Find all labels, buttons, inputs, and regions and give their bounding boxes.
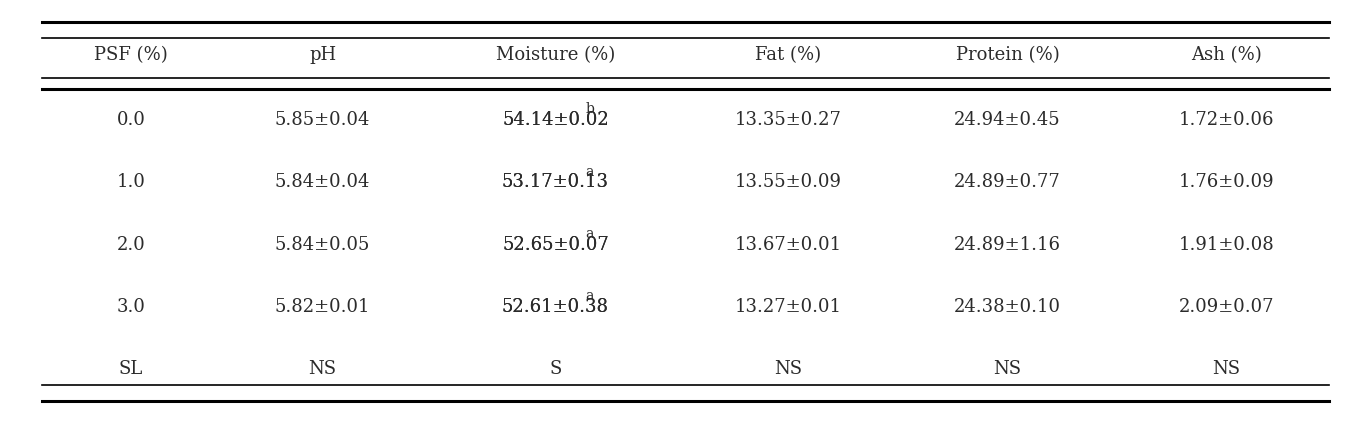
Text: 24.89±1.16: 24.89±1.16 bbox=[954, 236, 1061, 254]
Text: 24.89±0.77: 24.89±0.77 bbox=[954, 173, 1061, 191]
Text: Fat (%): Fat (%) bbox=[755, 47, 821, 64]
Text: 24.94±0.45: 24.94±0.45 bbox=[954, 111, 1061, 129]
Text: NS: NS bbox=[308, 360, 336, 379]
Text: Moisture (%): Moisture (%) bbox=[496, 47, 615, 64]
Text: 1.0: 1.0 bbox=[116, 173, 146, 191]
Text: 1.91±0.08: 1.91±0.08 bbox=[1179, 236, 1274, 254]
Text: 54.14±0.02: 54.14±0.02 bbox=[503, 111, 609, 129]
Text: S: S bbox=[550, 360, 562, 379]
Text: 2.0: 2.0 bbox=[116, 236, 146, 254]
Text: 1.72±0.06: 1.72±0.06 bbox=[1179, 111, 1274, 129]
Text: 0.0: 0.0 bbox=[116, 111, 146, 129]
Text: 5.82±0.01: 5.82±0.01 bbox=[274, 298, 370, 316]
Text: PSF (%): PSF (%) bbox=[95, 47, 168, 64]
Text: a: a bbox=[585, 227, 593, 241]
Text: b: b bbox=[585, 102, 594, 116]
Text: 54.14±0.02: 54.14±0.02 bbox=[503, 111, 609, 129]
Text: a: a bbox=[585, 165, 593, 179]
Text: 53.17±0.13: 53.17±0.13 bbox=[503, 173, 609, 191]
Text: Protein (%): Protein (%) bbox=[955, 47, 1059, 64]
Text: 24.38±0.10: 24.38±0.10 bbox=[954, 298, 1061, 316]
Text: NS: NS bbox=[993, 360, 1021, 379]
Text: 13.35±0.27: 13.35±0.27 bbox=[735, 111, 842, 129]
Text: 52.65±0.07: 52.65±0.07 bbox=[503, 236, 609, 254]
Text: NS: NS bbox=[1213, 360, 1240, 379]
Text: pH: pH bbox=[309, 47, 336, 64]
Text: 5.84±0.05: 5.84±0.05 bbox=[276, 236, 370, 254]
Text: SL: SL bbox=[119, 360, 143, 379]
Text: 2.09±0.07: 2.09±0.07 bbox=[1179, 298, 1274, 316]
Text: 52.61±0.38: 52.61±0.38 bbox=[503, 298, 609, 316]
Text: 13.27±0.01: 13.27±0.01 bbox=[735, 298, 842, 316]
Text: a: a bbox=[585, 289, 593, 303]
Text: 5.84±0.04: 5.84±0.04 bbox=[276, 173, 370, 191]
Text: 5.85±0.04: 5.85±0.04 bbox=[276, 111, 370, 129]
Text: 52.61±0.38: 52.61±0.38 bbox=[503, 298, 609, 316]
Text: 13.55±0.09: 13.55±0.09 bbox=[735, 173, 842, 191]
Text: Ash (%): Ash (%) bbox=[1192, 47, 1262, 64]
Text: 53.17±0.13: 53.17±0.13 bbox=[503, 173, 609, 191]
Text: 52.65±0.07: 52.65±0.07 bbox=[503, 236, 609, 254]
Text: NS: NS bbox=[774, 360, 802, 379]
Text: 1.76±0.09: 1.76±0.09 bbox=[1179, 173, 1274, 191]
Text: 13.67±0.01: 13.67±0.01 bbox=[735, 236, 842, 254]
Text: 3.0: 3.0 bbox=[116, 298, 146, 316]
